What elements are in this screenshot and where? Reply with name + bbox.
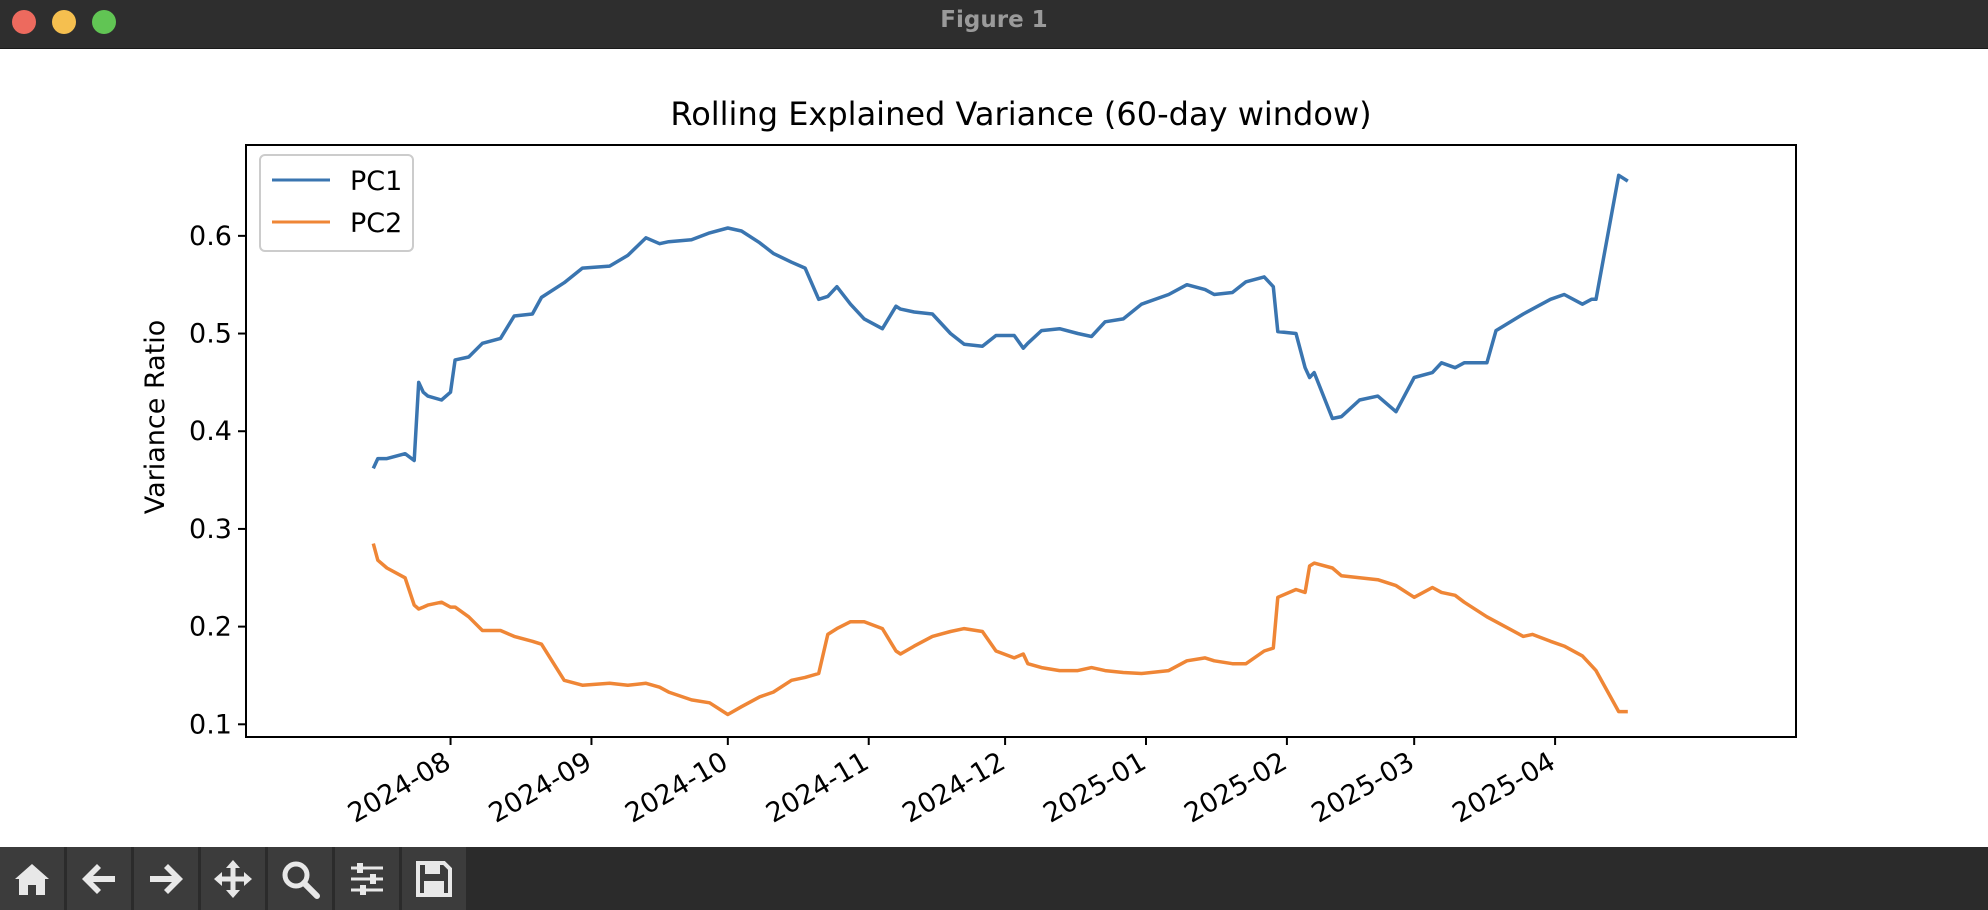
series-line-pc1	[371, 173, 1629, 470]
back-arrow-icon	[82, 863, 115, 894]
x-tick-label: 2024-08	[343, 746, 456, 829]
save-button[interactable]	[402, 847, 468, 910]
series-line-pc2	[371, 543, 1628, 717]
home-icon	[15, 863, 49, 895]
legend-label-pc1: PC1	[350, 166, 402, 197]
home-button[interactable]	[0, 847, 66, 910]
y-tick-label: 0.1	[189, 709, 232, 740]
forward-button[interactable]	[134, 847, 200, 910]
navigation-toolbar	[0, 847, 1988, 910]
forward-arrow-icon	[150, 863, 183, 894]
plot-lines	[371, 173, 1629, 717]
minimize-window-button[interactable]	[52, 10, 76, 34]
pan-icon	[214, 859, 252, 898]
back-button[interactable]	[67, 847, 133, 910]
x-tick-label: 2024-09	[484, 746, 597, 829]
pan-button[interactable]	[201, 847, 267, 910]
y-tick-label: 0.5	[189, 319, 232, 350]
x-tick-label: 2024-10	[620, 746, 733, 829]
zoom-button[interactable]	[268, 847, 334, 910]
save-icon	[416, 860, 452, 897]
configure-subplots-button[interactable]	[335, 847, 401, 910]
plot-frame	[245, 144, 1797, 738]
zoom-icon	[282, 861, 320, 899]
chart-title: Rolling Explained Variance (60-day windo…	[670, 95, 1371, 133]
y-tick-label: 0.2	[189, 612, 232, 643]
window-title: Figure 1	[940, 7, 1048, 33]
y-tick-label: 0.3	[189, 514, 232, 545]
figure-canvas: Rolling Explained Variance (60-day windo…	[0, 49, 1988, 847]
y-tick-label: 0.4	[189, 416, 232, 447]
x-tick-label: 2025-03	[1306, 746, 1419, 829]
y-tick-label: 0.6	[189, 221, 232, 252]
close-window-button[interactable]	[12, 10, 36, 34]
legend-label-pc2: PC2	[350, 208, 402, 239]
y-axis: 0.1 0.2 0.3 0.4 0.5 0.6	[189, 221, 246, 740]
y-axis-label: Variance Ratio	[140, 320, 171, 515]
maximize-window-button[interactable]	[92, 10, 116, 34]
x-tick-label: 2025-01	[1038, 746, 1151, 829]
x-tick-label: 2024-12	[897, 746, 1010, 829]
x-axis: 2024-08 2024-09 2024-10 2024-11 2024-12 2025-…	[343, 737, 1561, 829]
chart: Rolling Explained Variance (60-day windo…	[140, 95, 1797, 829]
x-tick-label: 2024-11	[761, 746, 874, 829]
x-tick-label: 2025-02	[1179, 746, 1292, 829]
legend: PC1 PC2	[259, 154, 414, 252]
configure-subplots-icon	[351, 862, 383, 895]
window-titlebar: Figure 1	[0, 0, 1988, 49]
x-tick-label: 2025-04	[1447, 746, 1560, 829]
